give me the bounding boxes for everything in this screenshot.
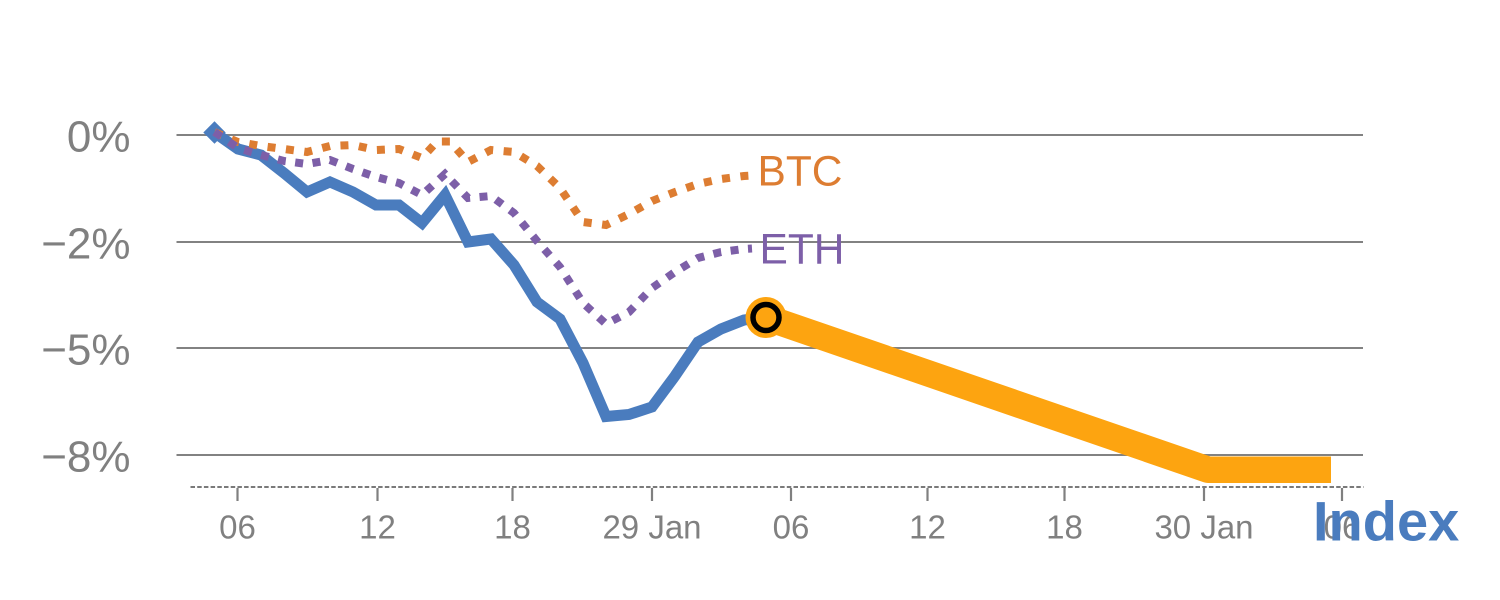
svg-text:06: 06	[1324, 508, 1361, 545]
svg-text:12: 12	[909, 508, 946, 545]
svg-text:12: 12	[359, 508, 396, 545]
svg-text:29 Jan: 29 Jan	[602, 508, 701, 545]
svg-text:BTC: BTC	[758, 149, 843, 196]
svg-text:06: 06	[219, 508, 256, 545]
svg-text:30 Jan: 30 Jan	[1154, 508, 1253, 545]
svg-text:ETH: ETH	[760, 227, 845, 274]
svg-text:−8%: −8%	[41, 433, 130, 482]
svg-text:−2%: −2%	[41, 220, 130, 269]
svg-text:18: 18	[494, 508, 531, 545]
svg-text:06: 06	[773, 508, 810, 545]
svg-text:−5%: −5%	[41, 326, 130, 375]
svg-text:Index: Index	[1313, 490, 1459, 553]
svg-text:0%: 0%	[67, 113, 131, 162]
svg-text:18: 18	[1046, 508, 1083, 545]
